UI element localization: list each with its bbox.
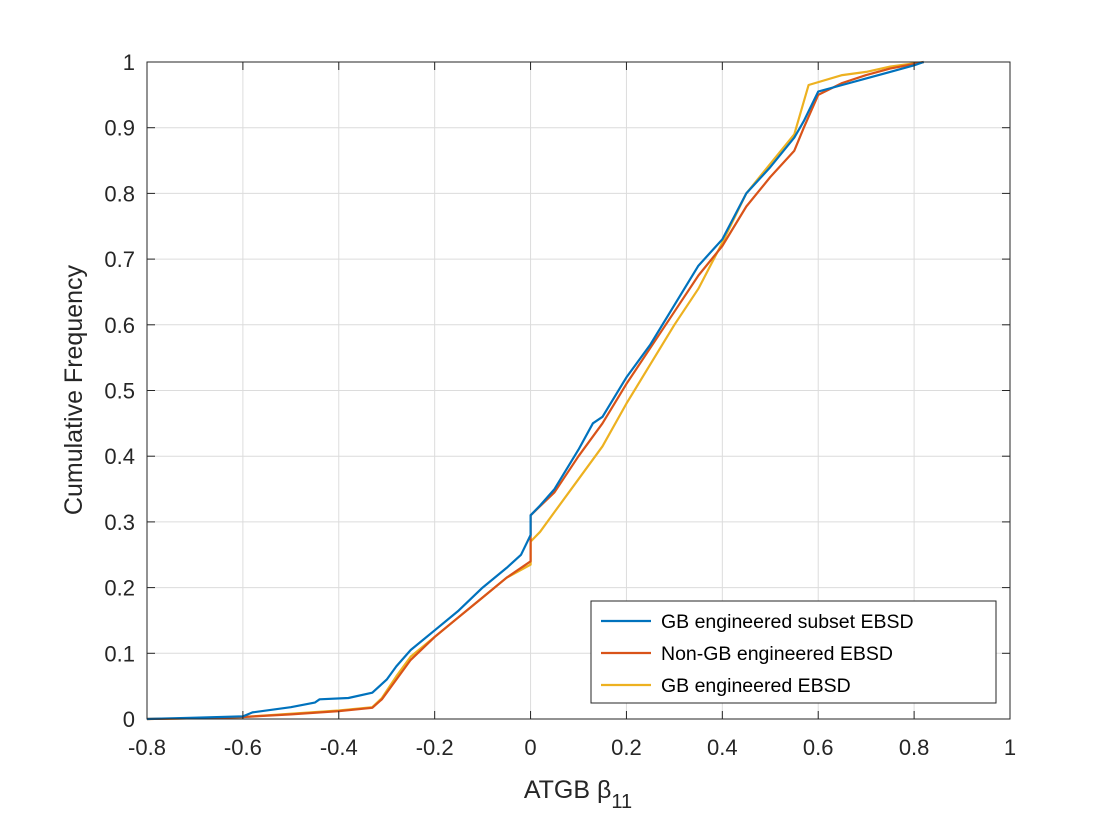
legend-label: GB engineered EBSD — [661, 675, 851, 697]
y-tick-label: 0.7 — [104, 247, 135, 272]
x-tick-label: 0.2 — [611, 735, 642, 760]
y-tick-label: 0.8 — [104, 181, 135, 206]
legend-box — [590, 600, 997, 704]
x-tick-label: -0.6 — [224, 735, 262, 760]
y-tick-label: 0.1 — [104, 641, 135, 666]
x-tick-label: -0.2 — [416, 735, 454, 760]
y-tick-label: 0.2 — [104, 576, 135, 601]
tick-labels: -0.8 -0.6 -0.4 -0.2 0 0.2 0.4 0.6 0.8 1 0 0.1 0.2 0.3… — [104, 50, 1016, 760]
y-tick-label: 0.9 — [104, 116, 135, 141]
legend: GB engineered subset EBSD Non-GB engineer… — [590, 600, 997, 704]
series-line-2 — [146, 60, 924, 721]
y-axis-label: Cumulative Frequency — [60, 264, 88, 515]
x-tick-label: -0.4 — [320, 735, 358, 760]
x-axis-label-main: ATGB β — [524, 776, 612, 804]
series-line-1 — [146, 60, 925, 721]
y-tick-label: 0 — [123, 707, 135, 732]
x-tick-label: -0.8 — [128, 735, 166, 760]
y-tick-label: 0.4 — [104, 444, 135, 469]
series-layer — [146, 60, 925, 721]
x-tick-label: 0.6 — [803, 735, 834, 760]
x-tick-label: 0.8 — [899, 735, 930, 760]
ticks — [146, 61, 1011, 720]
y-tick-label: 0.6 — [104, 313, 135, 338]
y-tick-label: 0.3 — [104, 510, 135, 535]
x-tick-label: 1 — [1004, 735, 1016, 760]
legend-label: GB engineered subset EBSD — [661, 611, 914, 633]
x-tick-label: 0.4 — [707, 735, 738, 760]
x-axis-label: ATGB β11 — [524, 776, 632, 813]
y-tick-label: 1 — [123, 50, 135, 75]
legend-label: Non-GB engineered EBSD — [661, 643, 893, 665]
y-tick-label: 0.5 — [104, 379, 135, 404]
x-axis-label-subscript: 11 — [611, 791, 632, 813]
x-tick-label: 0 — [524, 735, 536, 760]
